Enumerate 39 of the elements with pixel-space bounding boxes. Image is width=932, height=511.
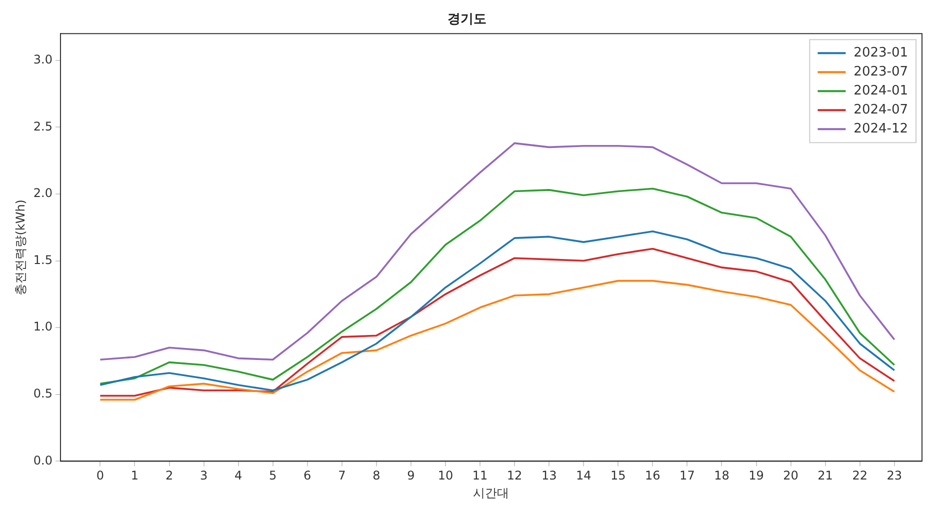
x-tick-label: 11 [472,468,488,483]
y-tick-label: 2.5 [33,119,52,134]
x-axis-title: 시간대 [473,486,510,500]
y-tick-label: 0.5 [33,386,52,401]
x-tick-label: 19 [748,468,764,483]
x-tick-label: 18 [714,468,730,483]
x-tick-label: 17 [680,468,695,483]
chart-title: 경기도 [448,12,486,28]
x-tick-label: 7 [338,468,346,483]
x-tick-label: 16 [645,468,660,483]
x-tick-label: 4 [234,468,242,483]
legend-label: 2024-12 [854,121,908,136]
x-tick-label: 8 [372,468,380,483]
y-tick-label: 1.5 [33,252,52,267]
y-tick-label: 3.0 [33,52,52,66]
y-tick-label: 2.0 [33,186,52,200]
legend-label: 2024-07 [854,102,908,118]
x-tick-label: 6 [304,468,312,483]
x-tick-label: 9 [407,468,415,483]
x-tick-label: 0 [96,468,104,483]
y-axis-title: 충전전력량(kWh) [13,200,28,296]
legend-label: 2023-07 [854,64,908,80]
x-tick-label: 5 [269,468,277,483]
legend-label: 2024-01 [854,83,908,98]
x-tick-label: 14 [576,468,592,483]
x-tick-label: 20 [783,468,798,483]
x-tick-label: 12 [506,468,522,483]
x-tick-label: 22 [852,468,868,483]
x-tick-label: 15 [610,468,626,483]
x-tick-label: 13 [541,468,557,483]
x-tick-label: 3 [200,468,208,483]
x-tick-label: 2 [165,468,174,483]
legend-label: 2023-01 [854,45,908,60]
x-tick-label: 21 [818,468,833,483]
x-tick-label: 1 [130,468,139,483]
y-tick-label: 1.0 [33,320,52,334]
y-tick-label: 0.0 [33,453,52,468]
x-tick-label: 10 [438,468,454,483]
x-tick-label: 23 [886,468,902,483]
